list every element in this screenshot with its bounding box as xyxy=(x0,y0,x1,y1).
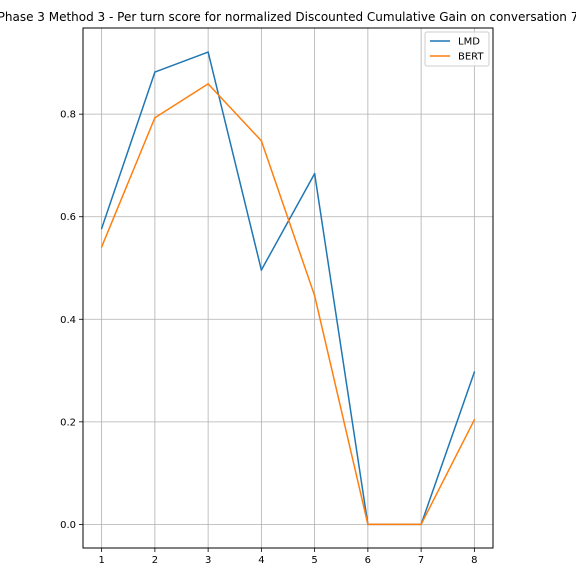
plot-frame xyxy=(82,27,494,549)
x-tick-label: 6 xyxy=(365,555,371,566)
series-lines xyxy=(100,51,476,526)
x-tick-label: 8 xyxy=(471,555,477,566)
legend-label-bert: BERT xyxy=(458,52,484,63)
data-point-bert xyxy=(367,523,369,526)
y-tick-label: 0.2 xyxy=(60,417,76,428)
data-point-lmd xyxy=(473,371,476,373)
data-point-bert xyxy=(260,140,263,142)
data-point-bert xyxy=(207,83,209,85)
data-point-bert xyxy=(313,294,316,297)
x-tick-label: 7 xyxy=(418,555,424,566)
y-axis: 0.0 0.2 0.4 0.6 0.8 xyxy=(60,110,83,531)
y-tick-label: 0.6 xyxy=(60,212,76,223)
x-tick-label: 3 xyxy=(205,555,211,566)
x-tick-label: 5 xyxy=(311,555,317,566)
y-tick-label: 0.0 xyxy=(60,520,76,531)
y-tick-label: 0.8 xyxy=(60,110,76,121)
chart-title: Phase 3 Method 3 - Per turn score for no… xyxy=(0,10,576,24)
data-point-bert xyxy=(154,116,156,119)
data-point-lmd xyxy=(154,71,156,73)
data-point-bert xyxy=(473,418,476,421)
data-point-lmd xyxy=(260,269,263,271)
x-axis: 1 2 3 4 5 6 7 8 xyxy=(98,548,478,566)
x-tick-label: 2 xyxy=(152,555,158,566)
data-point-bert xyxy=(420,523,422,526)
x-tick-label: 1 xyxy=(98,555,104,566)
series-line-bert xyxy=(100,83,476,526)
y-tick-label: 0.4 xyxy=(60,315,76,326)
data-point-lmd xyxy=(100,227,103,230)
data-point-lmd xyxy=(313,172,316,175)
legend: LMD BERT xyxy=(424,31,490,67)
grid xyxy=(83,28,493,548)
legend-label-lmd: LMD xyxy=(458,37,480,48)
x-tick-label: 4 xyxy=(258,555,264,566)
data-point-lmd xyxy=(207,51,209,53)
data-point-bert xyxy=(100,246,103,248)
